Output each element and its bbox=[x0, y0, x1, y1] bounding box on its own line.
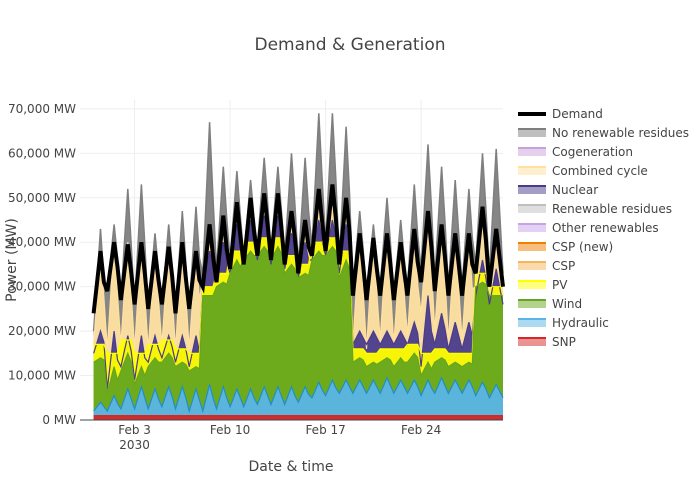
line-demand bbox=[91, 184, 505, 314]
area-snp bbox=[93, 415, 503, 420]
x-tick-label: Feb 3 bbox=[118, 423, 151, 437]
legend-label: Demand bbox=[552, 107, 603, 121]
legend-label: Hydraulic bbox=[552, 316, 609, 330]
legend-swatch bbox=[518, 129, 546, 137]
legend-label: Wind bbox=[552, 297, 582, 311]
legend-label: CSP bbox=[552, 259, 575, 273]
x-tick-label: Feb 24 bbox=[401, 423, 441, 437]
legend-label: Cogeneration bbox=[552, 145, 633, 159]
x-tick-label: Feb 10 bbox=[210, 423, 250, 437]
legend-item: Other renewables bbox=[518, 221, 659, 235]
legend-label: CSP (new) bbox=[552, 240, 613, 254]
y-tick-label: 10,000 MW bbox=[8, 369, 76, 383]
legend-item: Combined cycle bbox=[518, 164, 648, 178]
legend-swatch bbox=[518, 243, 546, 251]
area-hydraulic bbox=[93, 377, 503, 420]
legend-item: Cogeneration bbox=[518, 145, 633, 159]
legend-item: Nuclear bbox=[518, 183, 598, 197]
legend-item: PV bbox=[518, 278, 568, 292]
legend-swatch bbox=[518, 262, 546, 270]
y-tick-label: 60,000 MW bbox=[8, 146, 76, 160]
legend-swatch bbox=[518, 205, 546, 213]
legend-swatch bbox=[518, 319, 546, 327]
legend-item: Wind bbox=[518, 297, 582, 311]
legend-swatch bbox=[518, 338, 546, 346]
series-lines bbox=[91, 113, 505, 417]
y-axis: 0 MW 10,000 MW 20,000 MW 30,000 MW 40,000 MW… bbox=[8, 102, 76, 427]
legend-swatch bbox=[518, 186, 546, 194]
legend-swatch bbox=[518, 224, 546, 232]
y-axis-title: Power (MW) bbox=[4, 218, 20, 302]
legend-item: No renewable residues bbox=[518, 126, 689, 140]
line-hydraulic bbox=[93, 376, 504, 414]
legend-label: No renewable residues bbox=[552, 126, 689, 140]
legend-item: SNP bbox=[518, 335, 576, 349]
legend-item: Hydraulic bbox=[518, 316, 609, 330]
legend-item: CSP (new) bbox=[518, 240, 613, 254]
y-tick-label: 50,000 MW bbox=[8, 191, 76, 205]
legend-swatch bbox=[518, 281, 546, 289]
plot-area bbox=[80, 100, 505, 421]
area-wind bbox=[93, 246, 503, 420]
legend-label: Other renewables bbox=[552, 221, 659, 235]
legend-label: PV bbox=[552, 278, 568, 292]
chart-title: Demand & Generation bbox=[255, 35, 446, 55]
legend-item: Demand bbox=[518, 107, 603, 121]
legend-label: Renewable residues bbox=[552, 202, 672, 216]
legend-swatch bbox=[518, 300, 546, 308]
y-tick-label: 20,000 MW bbox=[8, 324, 76, 338]
legend-label: Nuclear bbox=[552, 183, 598, 197]
line-wind bbox=[93, 245, 503, 394]
legend-item: CSP bbox=[518, 259, 575, 273]
y-tick-label: 30,000 MW bbox=[8, 280, 76, 294]
y-tick-label: 40,000 MW bbox=[8, 235, 76, 249]
x-axis-title: Date & time bbox=[249, 459, 334, 475]
legend-label: Combined cycle bbox=[552, 164, 648, 178]
legend-swatch bbox=[518, 148, 546, 156]
legend-swatch bbox=[518, 167, 546, 175]
y-tick-label: 70,000 MW bbox=[8, 102, 76, 116]
legend: Demand No renewable residues Cogeneration C… bbox=[518, 107, 689, 349]
legend-item: Renewable residues bbox=[518, 202, 672, 216]
x-tick-label: Feb 17 bbox=[305, 423, 345, 437]
x-tick-sublabel: 2030 bbox=[119, 438, 150, 452]
y-tick-label: 0 MW bbox=[42, 413, 76, 427]
legend-label: SNP bbox=[552, 335, 576, 349]
